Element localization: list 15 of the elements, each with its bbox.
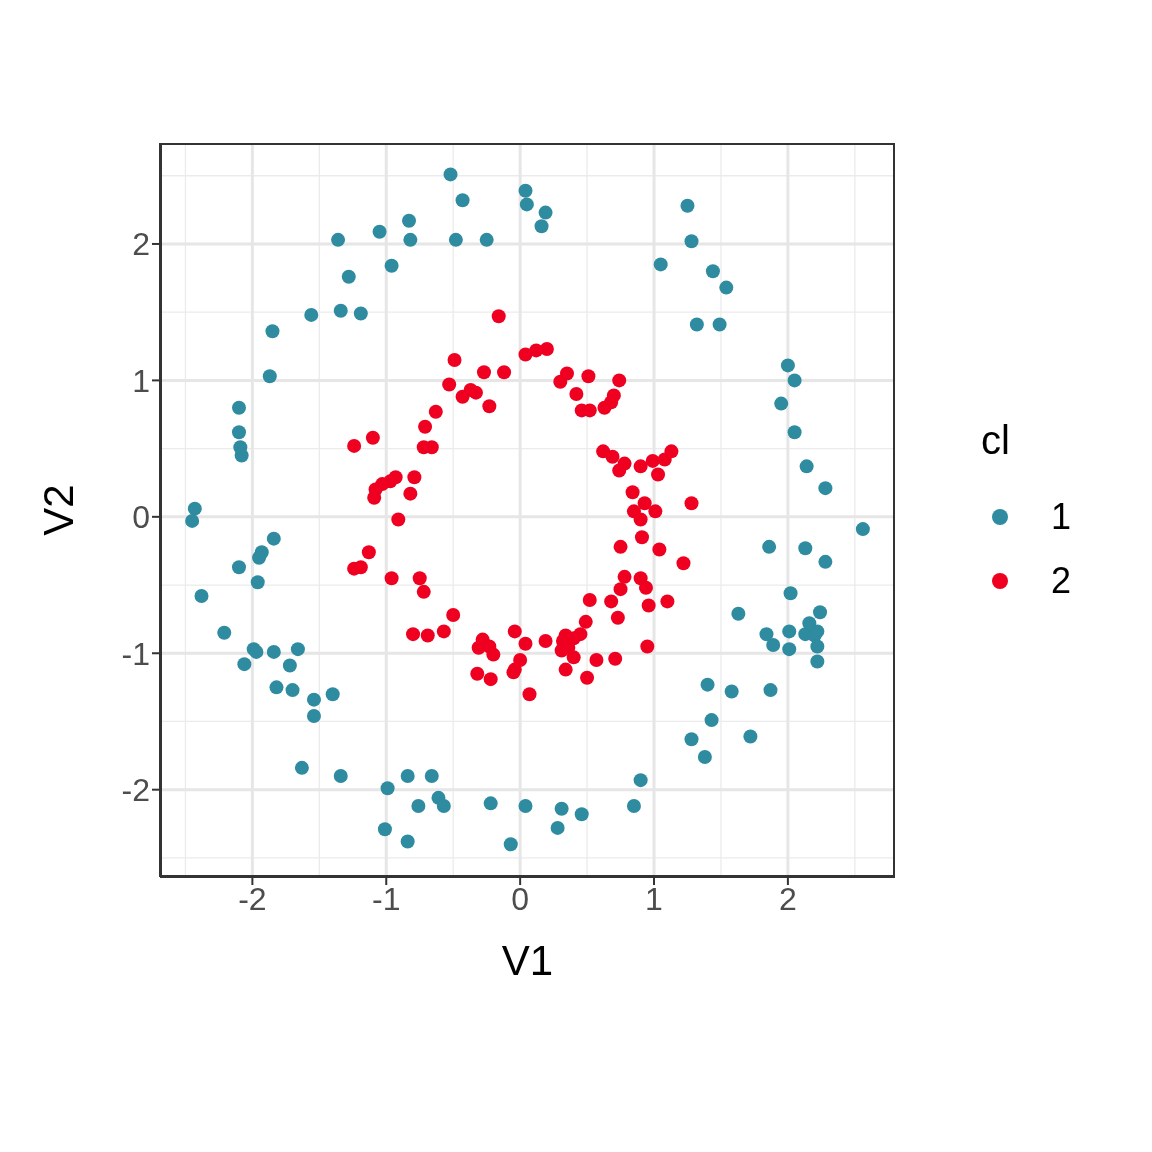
x-tick-label: -2 xyxy=(238,880,267,917)
x-tick-label: 1 xyxy=(645,880,663,917)
legend-label: 2 xyxy=(1051,560,1072,602)
x-tick-label: -1 xyxy=(372,880,401,917)
x-tick-label: 2 xyxy=(779,880,797,917)
x-tick-label: 0 xyxy=(511,880,530,917)
legend-title: cl xyxy=(981,418,1011,463)
y-tick-label: 2 xyxy=(132,226,150,263)
x-axis-title: V1 xyxy=(501,937,554,984)
legend-label: 1 xyxy=(1051,496,1072,538)
y-tick-label: 0 xyxy=(132,499,150,536)
y-tick-label: 1 xyxy=(132,362,150,399)
y-tick-label: -1 xyxy=(121,635,150,672)
y-axis-title: V2 xyxy=(34,484,82,536)
y-tick-label: -2 xyxy=(121,772,150,809)
